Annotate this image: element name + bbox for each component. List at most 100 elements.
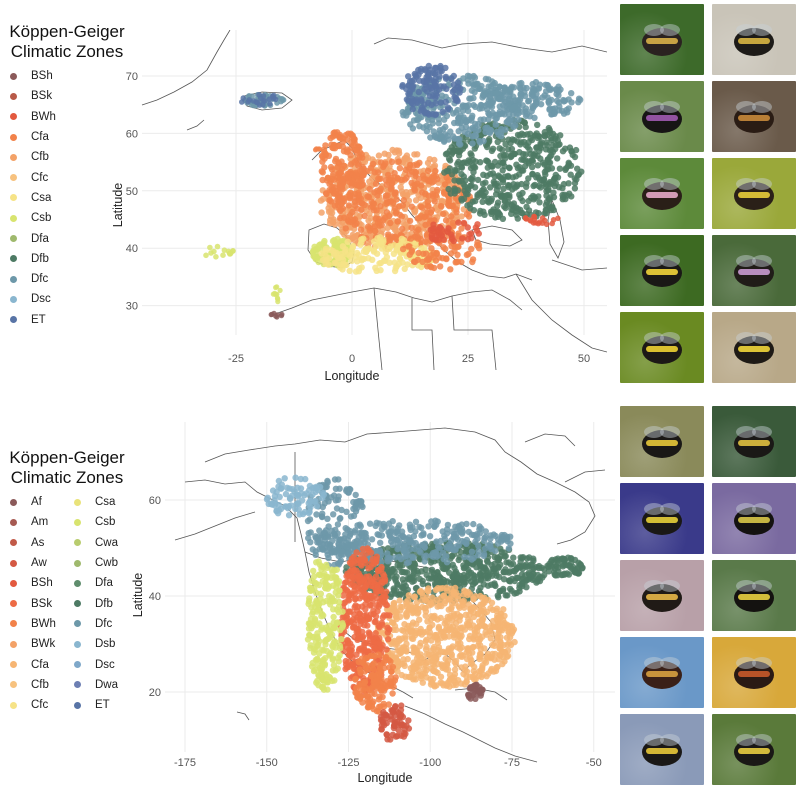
europe-occurrence-point	[399, 188, 405, 194]
europe-occurrence-point	[348, 139, 354, 145]
na-occurrence-point	[306, 632, 312, 638]
na-occurrence-point	[316, 527, 322, 533]
na-occurrence-point	[466, 612, 472, 618]
europe-occurrence-point	[520, 167, 526, 173]
na-occurrence-point	[395, 525, 401, 531]
legend-label: BWk	[31, 638, 55, 650]
legend-label: Dsc	[31, 293, 51, 305]
na-occurrence-point	[331, 624, 337, 630]
na-occurrence-point	[491, 566, 497, 572]
europe-y-tick-label: 60	[126, 128, 138, 140]
europe-occurrence-point	[432, 198, 438, 204]
europe-occurrence-point	[471, 207, 477, 213]
europe-occurrence-point	[321, 238, 327, 244]
na-occurrence-point	[451, 630, 457, 636]
europe-x-axis-label: Longitude	[325, 369, 380, 383]
bumblebee-photo-eu-2	[712, 4, 796, 75]
na-occurrence-point	[366, 615, 372, 621]
europe-occurrence-point	[485, 110, 491, 116]
europe-occurrence-point	[529, 103, 535, 109]
europe-occurrence-point	[220, 252, 226, 258]
europe-occurrence-point	[468, 182, 474, 188]
na-occurrence-point	[334, 530, 340, 536]
europe-occurrence-point	[574, 166, 580, 172]
europe-occurrence-point	[409, 204, 415, 210]
europe-occurrence-point	[415, 117, 421, 123]
na-occurrence-point	[436, 625, 442, 631]
na-occurrence-point	[430, 550, 436, 556]
europe-occurrence-point	[451, 73, 457, 79]
europe-occurrence-point	[203, 253, 209, 259]
na-occurrence-point	[516, 588, 522, 594]
europe-occurrence-point	[383, 193, 389, 199]
na-occurrence-point	[384, 602, 390, 608]
legend-label: Dfb	[95, 598, 113, 610]
na-occurrence-point	[335, 560, 341, 566]
europe-occurrence-point	[368, 165, 374, 171]
na-occurrence-point	[447, 649, 453, 655]
na-occurrence-point	[461, 588, 467, 594]
europe-occurrence-point	[527, 151, 533, 157]
europe-occurrence-point	[518, 156, 524, 162]
na-occurrence-point	[351, 567, 357, 573]
na-legend-item-cfa: Cfa	[10, 654, 56, 674]
europe-occurrence-point	[543, 184, 549, 190]
europe-occurrence-point	[346, 179, 352, 185]
na-occurrence-point	[403, 648, 409, 654]
na-occurrence-point	[533, 579, 539, 585]
europe-occurrence-point	[432, 71, 438, 77]
europe-occurrence-point	[496, 83, 502, 89]
legend-label: Cfb	[31, 679, 49, 691]
na-legend-item-dwa: Dwa	[74, 675, 118, 695]
legend-swatch	[74, 499, 81, 506]
legend-swatch	[10, 255, 17, 262]
europe-occurrence-point	[474, 227, 480, 233]
na-occurrence-point	[481, 551, 487, 557]
na-legend-item-cfc: Cfc	[10, 695, 56, 715]
na-occurrence-point	[469, 549, 475, 555]
europe-legend-item-cfa: Cfa	[10, 127, 56, 147]
europe-occurrence-point	[441, 83, 447, 89]
europe-occurrence-point	[534, 153, 540, 159]
europe-occurrence-point	[469, 259, 475, 265]
na-occurrence-point	[466, 554, 472, 560]
na-occurrence-point	[409, 622, 415, 628]
europe-y-tick-label: 70	[126, 71, 138, 83]
na-occurrence-point	[450, 591, 456, 597]
bumblebee-photo-eu-8	[712, 235, 796, 306]
europe-occurrence-point	[359, 257, 365, 263]
europe-occurrence-point	[442, 246, 448, 252]
na-occurrence-point	[391, 600, 397, 606]
europe-occurrence-point	[271, 292, 276, 297]
na-occurrence-point	[422, 566, 428, 572]
na-occurrence-point	[413, 604, 419, 610]
europe-occurrence-point	[442, 131, 448, 137]
na-occurrence-point	[450, 534, 456, 540]
europe-occurrence-point	[407, 121, 413, 127]
na-occurrence-point	[338, 507, 344, 513]
europe-occurrence-point	[480, 172, 486, 178]
europe-occurrence-point	[451, 186, 457, 192]
europe-occurrence-point	[455, 120, 461, 126]
europe-occurrence-point	[377, 238, 383, 244]
legend-label: BSk	[31, 598, 52, 610]
na-occurrence-point	[431, 634, 437, 640]
europe-occurrence-point	[411, 77, 417, 83]
europe-occurrence-point	[273, 97, 279, 103]
europe-occurrence-point	[475, 127, 481, 133]
legend-label: Cwb	[95, 557, 118, 569]
legend-label: ET	[95, 699, 110, 711]
legend-swatch	[10, 154, 17, 161]
europe-occurrence-point	[331, 251, 337, 257]
europe-occurrence-point	[401, 156, 407, 162]
europe-occurrence-point	[337, 184, 343, 190]
europe-occurrence-point	[361, 213, 367, 219]
legend-swatch	[10, 661, 17, 668]
europe-occurrence-point	[399, 213, 405, 219]
na-occurrence-point	[458, 577, 464, 583]
na-occurrence-point	[322, 484, 328, 490]
europe-occurrence-point	[418, 182, 424, 188]
na-occurrence-point	[306, 625, 312, 631]
bumblebee-photo-eu-1	[620, 4, 704, 75]
